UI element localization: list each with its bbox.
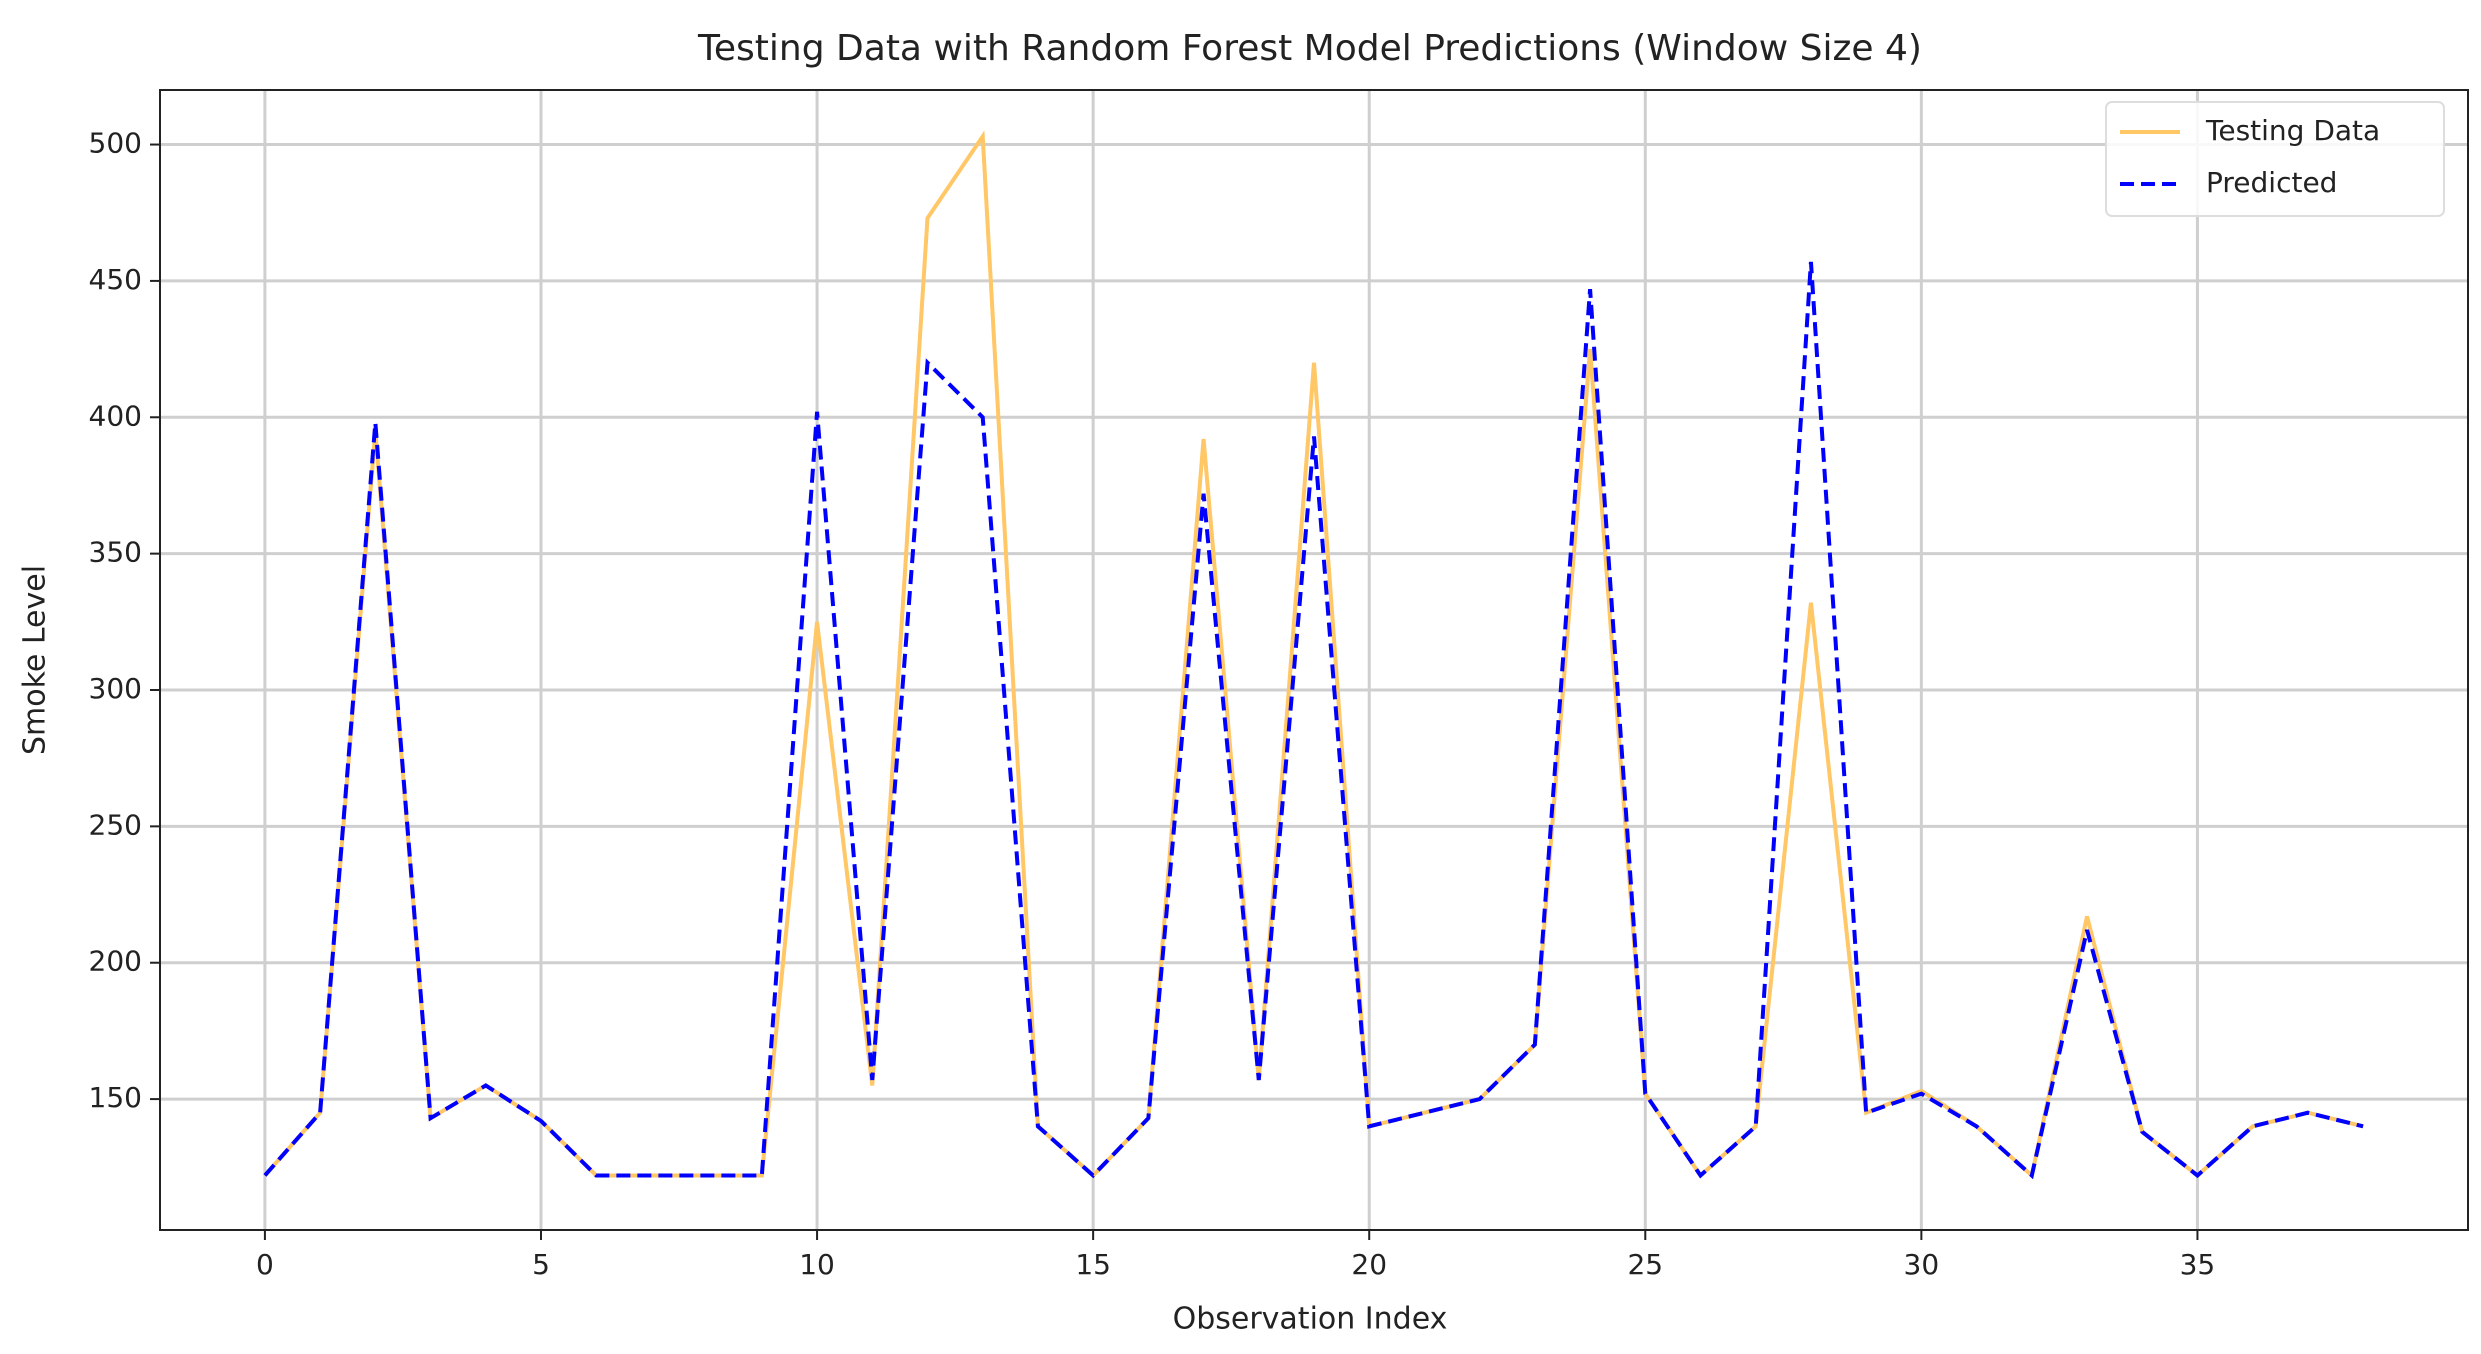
y-tick-label: 500 bbox=[89, 127, 142, 160]
y-tick-label: 150 bbox=[89, 1081, 142, 1114]
x-tick-label: 30 bbox=[1904, 1248, 1940, 1281]
data-line bbox=[263, 130, 2364, 1180]
legend-box bbox=[2105, 101, 2445, 217]
x-tick-label: 0 bbox=[256, 1248, 274, 1281]
plot-frame bbox=[159, 89, 2469, 1231]
x-tick-label: 25 bbox=[1627, 1248, 1663, 1281]
chart-title: Testing Data with Random Forest Model Pr… bbox=[697, 28, 1922, 69]
y-axis-label: Smoke Level bbox=[18, 565, 53, 755]
x-tick-label: 35 bbox=[2180, 1248, 2216, 1281]
y-tick-label: 200 bbox=[89, 945, 142, 978]
x-tick-label: 15 bbox=[1075, 1248, 1111, 1281]
legend-label: Predicted bbox=[2206, 166, 2337, 199]
legend-label: Testing Data bbox=[2205, 114, 2380, 147]
x-tick-label: 10 bbox=[799, 1248, 835, 1281]
y-tick-label: 300 bbox=[89, 672, 142, 705]
x-tick-label: 20 bbox=[1351, 1248, 1387, 1281]
data-line bbox=[263, 261, 2364, 1180]
y-tick-label: 350 bbox=[89, 536, 142, 569]
x-axis-label: Observation Index bbox=[1173, 1302, 1448, 1337]
y-tick-label: 400 bbox=[89, 399, 142, 432]
y-tick-label: 450 bbox=[89, 263, 142, 296]
x-tick-label: 5 bbox=[532, 1248, 550, 1281]
y-tick-label: 250 bbox=[89, 808, 142, 841]
